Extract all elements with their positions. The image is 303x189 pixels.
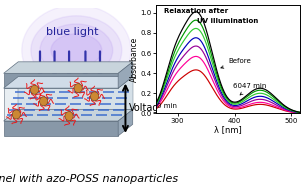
Polygon shape bbox=[4, 88, 118, 121]
Text: Relaxation after: Relaxation after bbox=[164, 8, 228, 14]
Text: 0 min: 0 min bbox=[157, 103, 177, 109]
Text: UV illumination: UV illumination bbox=[197, 18, 259, 24]
Polygon shape bbox=[4, 109, 133, 121]
Polygon shape bbox=[4, 77, 133, 88]
Ellipse shape bbox=[40, 24, 113, 77]
Text: blue light: blue light bbox=[46, 27, 99, 37]
Ellipse shape bbox=[31, 16, 122, 85]
Polygon shape bbox=[4, 62, 133, 73]
Polygon shape bbox=[4, 121, 118, 136]
Text: 6047 min: 6047 min bbox=[233, 83, 267, 95]
Ellipse shape bbox=[65, 112, 73, 121]
Ellipse shape bbox=[90, 92, 99, 101]
Text: LC panel with azo-POSS nanoparticles: LC panel with azo-POSS nanoparticles bbox=[0, 174, 178, 184]
Ellipse shape bbox=[22, 5, 131, 95]
Ellipse shape bbox=[74, 84, 82, 93]
Polygon shape bbox=[18, 77, 133, 109]
Ellipse shape bbox=[51, 34, 102, 67]
Ellipse shape bbox=[12, 110, 21, 119]
Polygon shape bbox=[4, 73, 118, 88]
Ellipse shape bbox=[39, 97, 48, 106]
Polygon shape bbox=[118, 109, 133, 136]
Ellipse shape bbox=[30, 85, 38, 94]
Text: Before: Before bbox=[221, 58, 251, 68]
Y-axis label: Absorbance: Absorbance bbox=[130, 36, 139, 82]
Text: Voltage: Voltage bbox=[129, 103, 165, 113]
Polygon shape bbox=[118, 62, 133, 88]
Polygon shape bbox=[4, 109, 133, 121]
X-axis label: λ [nm]: λ [nm] bbox=[214, 125, 242, 134]
